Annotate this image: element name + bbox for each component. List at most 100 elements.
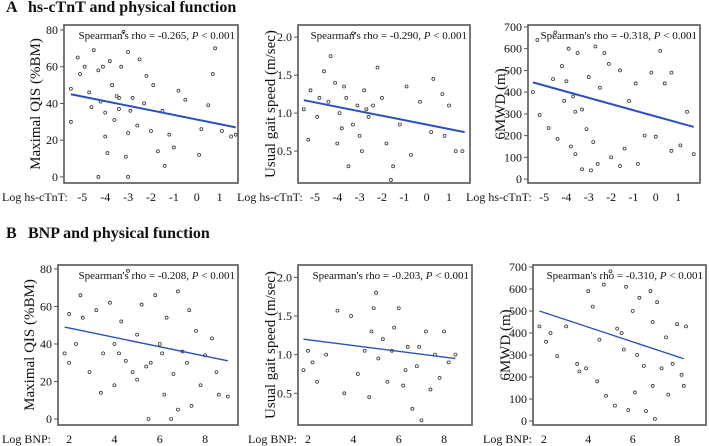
data-point [344,96,349,100]
x-tick-label: -3 [123,190,133,204]
data-point [126,268,130,273]
p-value-text: < 0.001 [199,270,235,282]
p-label: P [191,270,199,282]
spearman-annotation: Spearman's rho = -0.318, P < 0.001 [541,30,697,42]
data-point [573,152,578,156]
spearman-annotation: Spearman's rho = -0.310, P < 0.001 [547,270,703,282]
data-point [606,62,611,66]
data-point [176,88,181,93]
data-point [171,145,176,150]
data-point [126,130,131,135]
data-point [198,383,203,388]
data-point [595,161,600,166]
data-point [650,320,655,324]
data-point [169,417,174,421]
spearman-annotation: Spearman's rho = -0.208, P < 0.001 [79,270,235,282]
data-point [301,107,306,112]
x-tick-label: 2 [66,432,72,446]
data-point [546,126,551,130]
data-point [114,94,119,98]
data-point [144,364,149,369]
data-point [103,110,108,115]
data-point [157,342,162,346]
data-point [691,152,696,156]
data-point [315,115,320,119]
data-point [575,361,580,366]
data-point [593,44,598,49]
x-tick-label: 0 [424,190,430,204]
data-point [301,368,306,373]
data-point [662,81,667,86]
y-tick-label: 2.0 [277,30,292,44]
x-tick-label: 2 [541,432,547,446]
data-point [613,403,617,408]
p-value-text: < 0.001 [433,270,469,282]
data-point [555,354,560,359]
data-point [666,392,671,397]
x-tick-label: 8 [441,432,447,446]
x-tick-label: 4 [350,432,356,446]
data-point [225,394,230,399]
chart-a2: 0.5 1.0 1.5 2.0 -5 -4 -3 -2 -1 0 1 Log hs-cTnT: Usua… [237,24,471,204]
y-tick-label: 0 [521,414,527,428]
data-point [89,105,94,110]
data-point [555,136,560,141]
data-point [609,155,613,160]
data-point [342,391,347,396]
x-tick-label: -4 [561,190,571,204]
data-point [655,300,660,305]
x-axis-label: Log hs-cTnT: [466,190,532,204]
data-point [564,79,569,84]
data-point [78,293,83,298]
data-point [346,164,351,169]
data-point [650,383,655,388]
data-point [659,366,664,371]
x-tick-label: 2 [305,432,311,446]
x-tick-label: -2 [146,190,156,204]
y-tick-label: 20 [40,374,52,388]
data-point [604,393,608,398]
data-point [391,164,396,169]
data-point [194,328,198,333]
data-point [562,98,567,103]
panel-a-title-text: hs-cTnT and physical function [28,0,237,16]
plot-frame [527,24,701,184]
x-tick-label: -1 [628,190,638,204]
y-axis-label: Usual gait speed (m/sec) [263,30,279,178]
data-point [101,351,106,356]
p-value-text: < 0.001 [199,30,235,42]
data-point [598,85,602,90]
data-point [123,358,128,363]
data-point [107,59,112,64]
data-point [537,113,542,117]
data-point [590,304,595,309]
x-tick-label: -2 [377,190,387,204]
data-point [91,48,96,53]
data-point [213,46,218,51]
y-tick-label: 600 [509,282,527,296]
p-value-text: < 0.001 [661,30,697,42]
data-point [375,65,380,70]
data-point [627,98,631,103]
data-point [112,342,117,346]
plot-frame [297,24,471,184]
data-point [164,315,169,320]
x-tick-label: 1 [217,190,223,204]
data-point [447,103,451,108]
data-point [531,90,535,95]
data-point [142,101,147,106]
data-point [162,392,167,397]
x-tick-label: 4 [111,432,117,446]
data-point [119,64,124,69]
p-label: P [191,30,199,42]
x-tick-label: 1 [446,190,452,204]
rho-text: Spearman's rho = -0.318, [541,30,654,42]
data-point [404,84,409,89]
data-point [135,123,140,128]
data-point [560,64,564,68]
data-point [310,360,315,365]
data-point [119,319,124,324]
data-point [624,284,628,289]
data-point [636,161,640,166]
